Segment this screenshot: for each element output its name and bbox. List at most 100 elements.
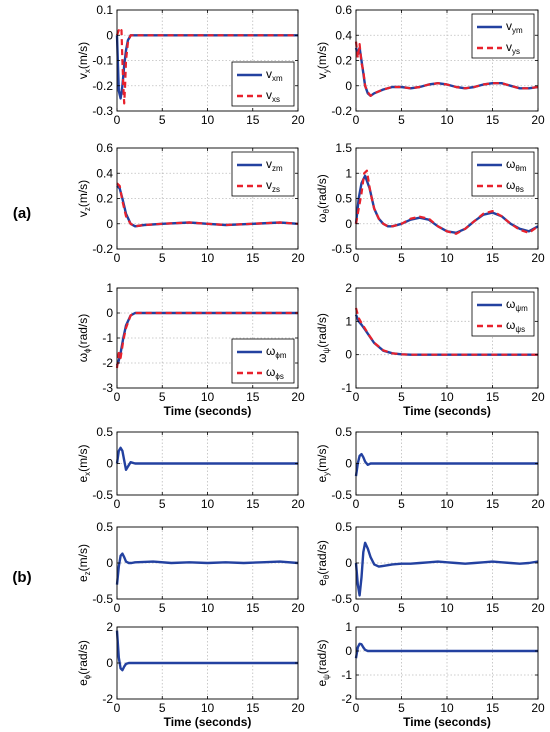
x-tick-label: 10	[440, 701, 454, 715]
x-tick-label: 15	[486, 251, 500, 265]
series-line-ey-0	[354, 452, 538, 477]
y-tick-label: 0.2	[335, 54, 352, 68]
x-tick-label: 0	[114, 601, 121, 615]
x-tick-label: 10	[201, 390, 215, 404]
x-tick-label: 15	[486, 113, 500, 127]
x-tick-label: 15	[246, 497, 260, 511]
legend-label-1: ωϕs	[266, 365, 284, 381]
y-tick-label: 0	[345, 348, 352, 362]
y-tick-label: -0.2	[92, 79, 113, 93]
y-tick-label: 2	[106, 620, 113, 634]
y-tick-label: -0.5	[331, 488, 352, 502]
series-line-ex-0	[115, 446, 298, 471]
x-tick-label: 20	[531, 601, 545, 615]
y-tick-label: 0.5	[96, 520, 113, 534]
x-tick-label: 15	[486, 701, 500, 715]
y-axis-label: vz(m/s)	[76, 180, 92, 217]
series-line-vz-1	[116, 182, 299, 228]
y-tick-label: 1.5	[335, 141, 352, 155]
y-tick-label: 1	[345, 620, 352, 634]
y-tick-label: 0	[345, 217, 352, 231]
y-axis-label: ωϕ(rad/s)	[76, 314, 92, 363]
legend-box	[231, 61, 295, 107]
x-tick-label: 5	[159, 601, 166, 615]
x-tick-label: 5	[159, 701, 166, 715]
y-tick-label: 0	[106, 217, 113, 231]
y-tick-label: 0.2	[96, 192, 113, 206]
legend-label-0: ωθm	[506, 157, 527, 173]
y-tick-label: 0	[345, 457, 352, 471]
legend-label-1: vxs	[266, 88, 280, 104]
y-tick-label: -2	[341, 692, 352, 706]
x-tick-label: 0	[114, 701, 121, 715]
x-tick-label: 20	[291, 701, 305, 715]
x-tick-label: 10	[201, 701, 215, 715]
series-line-wphi-1	[115, 311, 298, 369]
x-tick-label: 20	[531, 701, 545, 715]
y-tick-label: 0.4	[335, 28, 352, 42]
y-tick-label: 0.5	[335, 192, 352, 206]
y-tick-label: 0	[345, 644, 352, 658]
y-tick-label: -1	[341, 668, 352, 682]
part-label-b: (b)	[12, 569, 31, 586]
x-tick-label: 20	[531, 497, 545, 511]
y-axis-label: vy(m/s)	[315, 42, 331, 79]
x-tick-label: 10	[440, 390, 454, 404]
y-axis-label: ωθ(rad/s)	[315, 174, 331, 223]
x-tick-label: 15	[246, 113, 260, 127]
y-tick-label: 2	[345, 281, 352, 295]
x-tick-label: 15	[486, 601, 500, 615]
legend-box	[231, 338, 295, 384]
x-tick-label: 10	[440, 251, 454, 265]
legend: ωθm ωθs	[471, 151, 535, 197]
chart-ex: 0 5 10 15 20-0.500.5ex(m/s)	[76, 425, 305, 511]
chart-ez: 0 5 10 15 20-0.500.5ez(m/s)	[76, 520, 305, 615]
legend: ωϕm ωϕs	[231, 338, 295, 384]
legend-label-1: ωθs	[506, 178, 524, 194]
x-tick-label: 10	[201, 113, 215, 127]
y-tick-label: 0.5	[335, 520, 352, 534]
y-axis-label: eϕ(rad/s)	[76, 640, 92, 686]
x-tick-label: 20	[531, 113, 545, 127]
y-tick-label: 1	[106, 281, 113, 295]
x-tick-label: 20	[291, 601, 305, 615]
y-tick-label: -0.2	[92, 242, 113, 256]
x-tick-label: 0	[353, 497, 360, 511]
series-line-vx-1	[115, 29, 298, 105]
legend-box	[471, 291, 535, 337]
legend-label-0: ωϕm	[266, 344, 287, 360]
chart-etheta: 0 5 10 15 20-0.500.5eθ(rad/s)	[315, 520, 545, 615]
y-tick-label: 0	[106, 457, 113, 471]
x-axis-label: Time (seconds)	[403, 404, 491, 418]
x-axis-label: Time (seconds)	[164, 404, 252, 418]
series-line-vy-1	[354, 41, 539, 97]
y-tick-label: 1	[345, 314, 352, 328]
y-tick-label: -2	[102, 356, 113, 370]
x-tick-label: 20	[531, 390, 545, 404]
x-tick-label: 10	[440, 497, 454, 511]
x-tick-label: 5	[398, 497, 405, 511]
x-tick-label: 20	[291, 251, 305, 265]
x-tick-label: 10	[201, 601, 215, 615]
legend-label-0: vzm	[266, 157, 283, 173]
x-tick-label: 0	[353, 251, 360, 265]
legend: vxm vxs	[231, 61, 295, 107]
x-tick-label: 10	[440, 113, 454, 127]
legend: ωψm ωψs	[471, 291, 535, 337]
y-axis-label: eθ(rad/s)	[315, 540, 331, 586]
legend-box	[471, 13, 535, 59]
x-tick-label: 5	[398, 251, 405, 265]
y-axis-label: ey(m/s)	[315, 444, 331, 482]
legend-label-0: vym	[506, 19, 523, 35]
y-tick-label: 0	[106, 656, 113, 670]
y-tick-label: -1	[102, 331, 113, 345]
legend-label-0: ωψm	[506, 297, 528, 313]
y-axis-label: ez(m/s)	[76, 544, 92, 582]
y-tick-label: -0.1	[92, 54, 113, 68]
x-tick-label: 0	[353, 113, 360, 127]
y-tick-label: 0.4	[96, 166, 113, 180]
